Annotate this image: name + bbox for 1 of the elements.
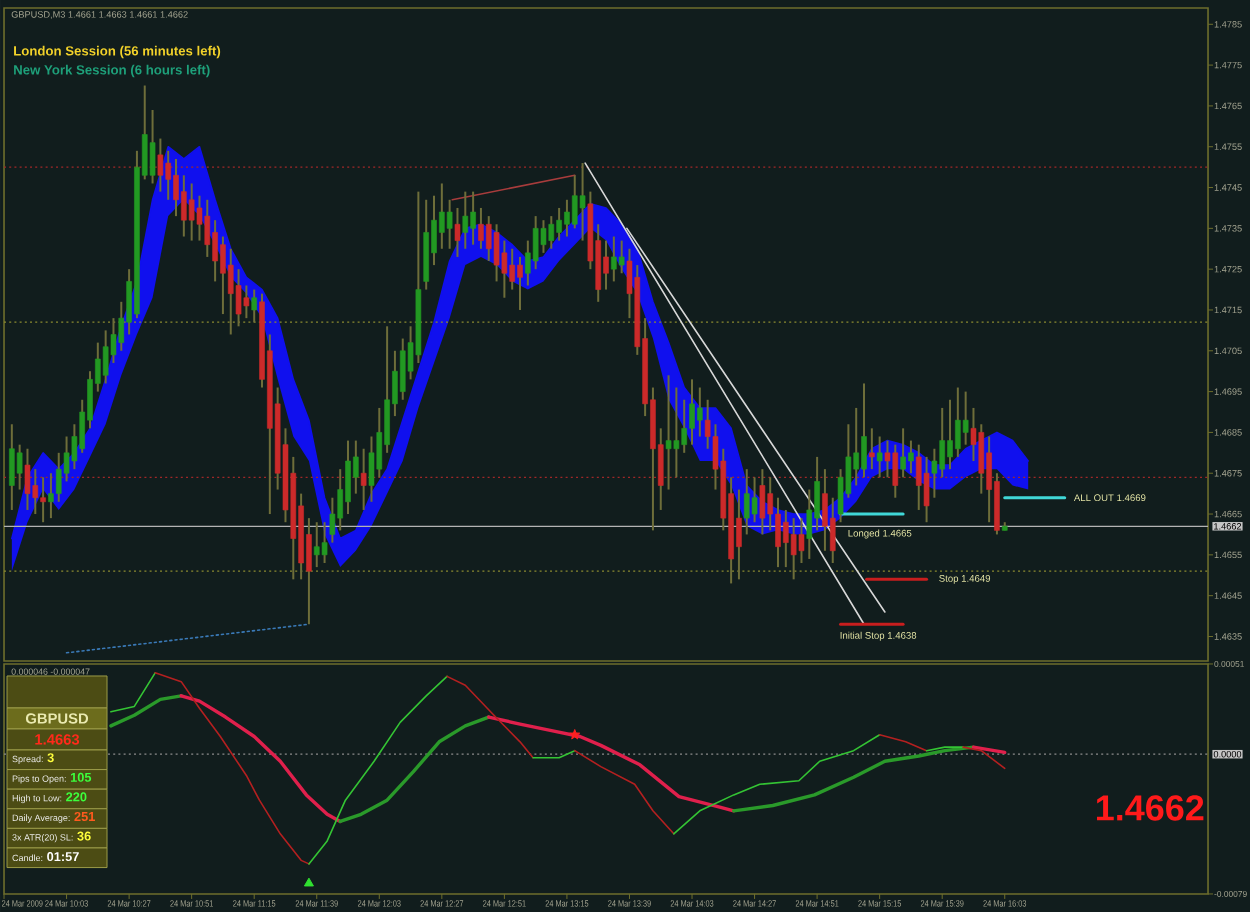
annotation: 1.4662 — [1096, 795, 1204, 821]
